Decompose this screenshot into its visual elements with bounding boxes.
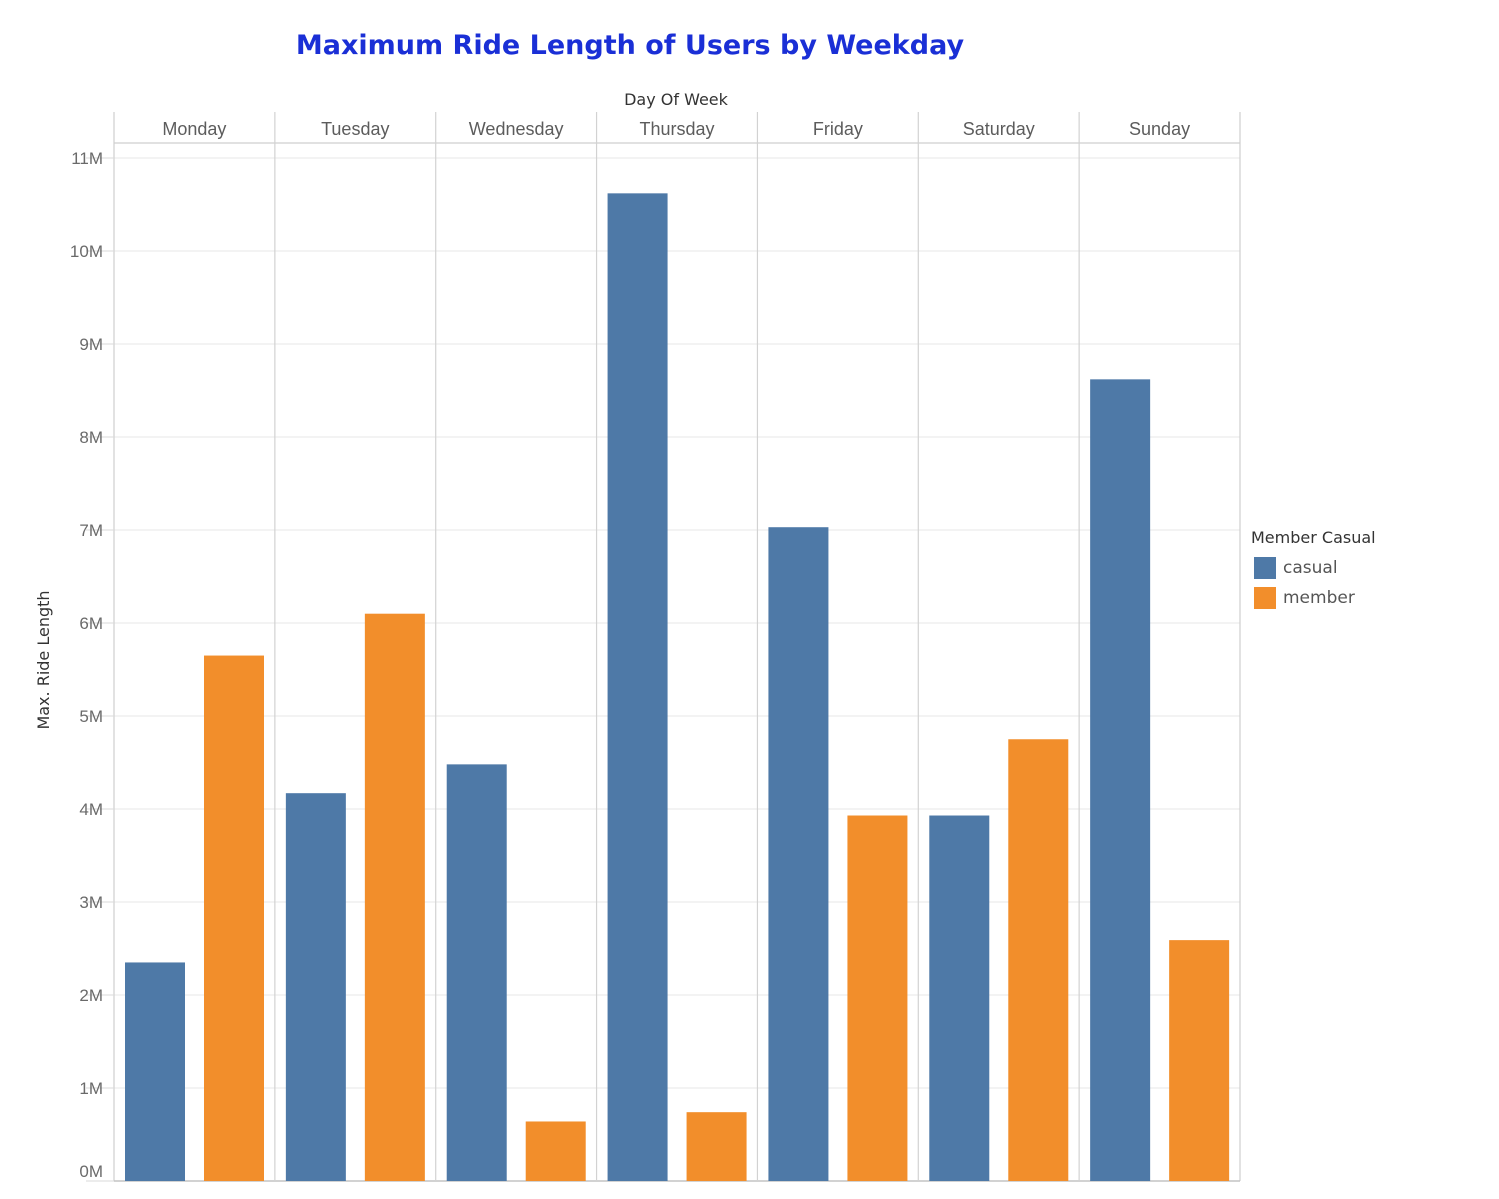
legend-swatch-member	[1254, 587, 1276, 609]
legend-title: Member Casual	[1251, 528, 1376, 547]
bar-monday-member[interactable]	[204, 655, 264, 1181]
bar-thursday-member[interactable]	[686, 1112, 747, 1181]
column-header-saturday: Saturday	[963, 119, 1035, 139]
y-tick-label: 5M	[79, 707, 103, 726]
column-header-title: Day Of Week	[624, 90, 729, 109]
bar-monday-casual[interactable]	[125, 962, 185, 1181]
legend: Member Casual casual member	[1251, 528, 1376, 613]
bar-sunday-member[interactable]	[1169, 940, 1230, 1181]
y-tick-label: 10M	[70, 242, 103, 261]
column-header-monday: Monday	[162, 119, 226, 139]
bar-sunday-casual[interactable]	[1090, 379, 1151, 1182]
legend-item-casual[interactable]: casual	[1251, 553, 1376, 583]
y-tick-label: 0M	[79, 1162, 103, 1181]
column-header-tuesday: Tuesday	[321, 119, 389, 139]
y-tick-label: 6M	[79, 614, 103, 633]
chart-title: Maximum Ride Length of Users by Weekday	[295, 30, 965, 61]
bar-tuesday-member[interactable]	[364, 613, 425, 1181]
bar-thursday-casual[interactable]	[607, 193, 668, 1182]
y-axis-ticks: 0M 1M 2M 3M 4M 5M 6M 7M 8M 9M 10M 11M	[70, 149, 114, 1182]
gridlines	[114, 157, 1240, 1182]
bar-saturday-casual[interactable]	[929, 815, 990, 1181]
y-tick-label: 2M	[79, 986, 103, 1005]
y-tick-label: 3M	[79, 893, 103, 912]
legend-label-casual: casual	[1283, 558, 1338, 578]
column-header-sunday: Sunday	[1129, 119, 1190, 139]
column-header-wednesday: Wednesday	[469, 119, 564, 139]
y-tick-label: 8M	[79, 428, 103, 447]
y-tick-label: 11M	[71, 149, 103, 168]
y-tick-label: 7M	[79, 521, 103, 540]
y-axis-title: Max. Ride Length	[34, 590, 53, 729]
bar-friday-member[interactable]	[847, 815, 908, 1181]
y-tick-label: 9M	[79, 335, 103, 354]
legend-item-member[interactable]: member	[1251, 583, 1376, 613]
bar-wednesday-casual[interactable]	[446, 764, 507, 1181]
panel-dividers	[113, 112, 1241, 1182]
column-header-friday: Friday	[813, 119, 863, 139]
legend-label-member: member	[1283, 588, 1355, 608]
bar-tuesday-casual[interactable]	[285, 793, 346, 1181]
bar-saturday-member[interactable]	[1008, 739, 1069, 1181]
bars	[125, 193, 1230, 1182]
column-headers: Monday Tuesday Wednesday Thursday Friday Satu…	[162, 119, 1190, 139]
bar-friday-casual[interactable]	[768, 527, 829, 1181]
legend-swatch-casual	[1254, 557, 1276, 579]
y-tick-label: 1M	[79, 1079, 103, 1098]
column-header-thursday: Thursday	[639, 119, 714, 139]
y-tick-label: 4M	[79, 800, 103, 819]
bar-wednesday-member[interactable]	[525, 1121, 586, 1181]
